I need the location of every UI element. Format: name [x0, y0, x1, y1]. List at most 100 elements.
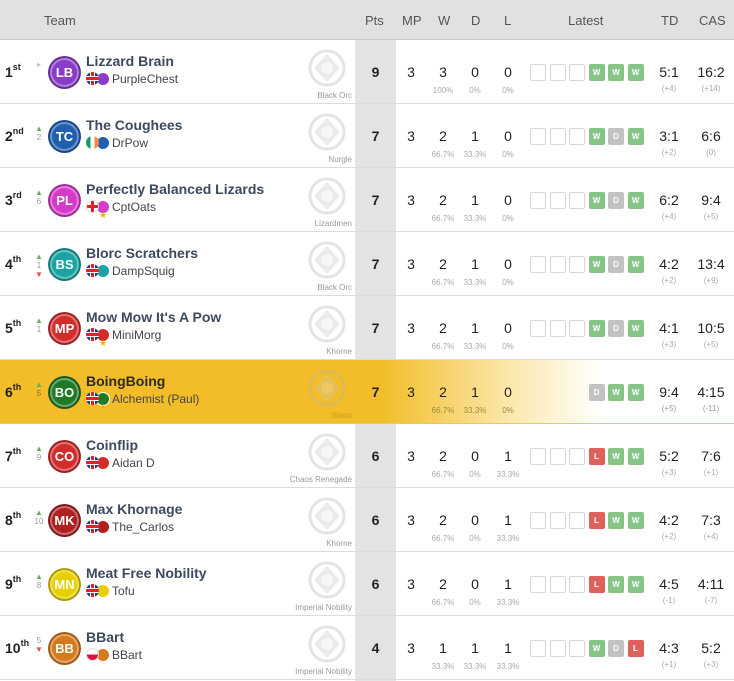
matches-played: 3	[407, 256, 415, 272]
latest-result-box: W	[588, 256, 605, 273]
table-row[interactable]: 8th ▲ 10 MK Max Khornage The_Carlos Khorne 6 3 2 6…	[0, 488, 734, 552]
coach[interactable]: ★ CptOats	[86, 200, 157, 220]
coach-name-link[interactable]: BBart	[112, 648, 143, 662]
latest-result-box: W	[627, 512, 644, 529]
table-row[interactable]: 3rd ▲ 6 PL Perfectly Balanced Lizards ★ CptOat…	[0, 168, 734, 232]
header-pts[interactable]: Pts	[365, 13, 384, 28]
table-row[interactable]: 2nd ▲ 2 TC The Coughees DrPow Nurgle 7 3 2 66.7% 1 3…	[0, 104, 734, 168]
coach[interactable]: DrPow	[86, 136, 148, 152]
team-badge[interactable]: TC	[48, 120, 81, 153]
race-logo-icon	[300, 110, 354, 154]
coach[interactable]: Tofu	[86, 584, 135, 600]
table-row[interactable]: 10th 5 ▼ BB BBart BBart Imperial Nobility 4 3 1 33…	[0, 616, 734, 680]
coach[interactable]: DampSquig	[86, 264, 175, 280]
casualty-diff: (+4)	[703, 532, 719, 541]
wins: 3	[439, 64, 447, 80]
team-badge[interactable]: MK	[48, 504, 81, 537]
race-logo-icon	[300, 302, 354, 346]
header-d[interactable]: D	[471, 13, 481, 28]
latest-result-box	[569, 640, 585, 657]
team-name-link[interactable]: Perfectly Balanced Lizards	[86, 181, 265, 197]
race-label: Black Orc	[317, 91, 352, 100]
wins: 2	[439, 320, 447, 336]
table-row[interactable]: 5th ▲ 1 MP Mow Mow It's A Pow ★ MiniMorg Khorne…	[0, 296, 734, 360]
team-name-link[interactable]: Blorc Scratchers	[86, 245, 199, 261]
coach[interactable]: The_Carlos	[86, 520, 174, 536]
losses: 0	[504, 128, 512, 144]
coach-name-link[interactable]: The_Carlos	[112, 520, 175, 534]
header-mp[interactable]: MP	[402, 13, 422, 28]
team-name-link[interactable]: Max Khornage	[86, 501, 183, 517]
coach[interactable]: PurpleChest	[86, 72, 178, 88]
loss-pct: 33.3%	[496, 662, 520, 671]
win-pct: 66.7%	[431, 342, 455, 351]
table-row[interactable]: 6th ▲ 5 BO BoingBoing ★ Alchemist (Paul) Slann 7…	[0, 360, 734, 424]
coach[interactable]: Aidan D	[86, 456, 155, 472]
table-row[interactable]: 9th ▲ 8 MN Meat Free Nobility Tofu Imperial No…	[0, 552, 734, 616]
table-row[interactable]: 1st ▸ LB Lizzard Brain PurpleChest Black Orc 9…	[0, 40, 734, 104]
coach-name-link[interactable]: PurpleChest	[112, 72, 179, 86]
latest-result-box	[530, 448, 546, 465]
matches-played: 3	[407, 576, 415, 592]
coach[interactable]: BBart	[86, 648, 142, 664]
team-name-link[interactable]: Mow Mow It's A Pow	[86, 309, 222, 325]
team-badge[interactable]: PL	[48, 184, 81, 217]
latest-result-box: D	[588, 384, 605, 401]
coach[interactable]: ★ MiniMorg	[86, 328, 162, 348]
loss-pct: 0%	[502, 150, 514, 159]
team-badge[interactable]: MN	[48, 568, 81, 601]
points: 6	[371, 448, 380, 464]
race-logo-icon	[300, 238, 354, 282]
header-cas[interactable]: CAS	[699, 13, 726, 28]
points: 7	[371, 192, 380, 208]
draws: 0	[471, 64, 479, 80]
latest-result-box	[530, 64, 546, 81]
touchdown-diff: (+1)	[661, 660, 677, 669]
team-badge[interactable]: LB	[48, 56, 81, 89]
header-w[interactable]: W	[438, 13, 451, 28]
team-badge[interactable]: BO	[48, 376, 81, 409]
casualty-diff: (+3)	[703, 660, 719, 669]
header-team[interactable]: Team	[44, 13, 76, 28]
flag-icon	[86, 584, 99, 597]
rank: 7th	[5, 446, 22, 464]
team-badge[interactable]: MP	[48, 312, 81, 345]
latest-result-box	[549, 576, 566, 593]
coach-name-link[interactable]: MiniMorg	[112, 328, 162, 342]
latest-result-box	[569, 384, 585, 401]
team-name-link[interactable]: Coinflip	[86, 437, 139, 453]
flag-icon	[86, 392, 99, 405]
team-name-link[interactable]: Lizzard Brain	[86, 53, 174, 69]
team-name-link[interactable]: The Coughees	[86, 117, 183, 133]
latest-result-box	[569, 448, 585, 465]
loss-pct: 0%	[502, 86, 514, 95]
coach-name-link[interactable]: Aidan D	[112, 456, 155, 470]
casualty-diff: (-7)	[704, 596, 718, 605]
draws: 1	[471, 320, 479, 336]
coach[interactable]: ★ Alchemist (Paul)	[86, 392, 200, 412]
touchdown-diff: (+3)	[661, 340, 677, 349]
coach-name-link[interactable]: DrPow	[112, 136, 149, 150]
latest-result-box	[569, 320, 585, 337]
rank: 9th	[5, 574, 22, 592]
coach-name-link[interactable]: Alchemist (Paul)	[112, 392, 200, 406]
team-badge[interactable]: BS	[48, 248, 81, 281]
header-l[interactable]: L	[504, 13, 512, 28]
race-logo-icon	[300, 558, 354, 602]
coach-name-link[interactable]: Tofu	[112, 584, 135, 598]
coach-name-link[interactable]: CptOats	[112, 200, 157, 214]
casualty-diff: (+5)	[703, 340, 719, 349]
latest-result-box: W	[588, 64, 605, 81]
touchdown-diff: (-1)	[662, 596, 676, 605]
team-badge[interactable]: CO	[48, 440, 81, 473]
latest-result-box: W	[627, 128, 644, 145]
team-name-link[interactable]: BBart	[86, 629, 125, 645]
header-td[interactable]: TD	[661, 13, 679, 28]
table-row[interactable]: 7th ▲ 9 CO Coinflip Aidan D Chaos Renegade 6 3 2 6…	[0, 424, 734, 488]
latest-result-box	[549, 512, 566, 529]
table-row[interactable]: 4th ▲ 1 ▼ BS Blorc Scratchers DampSquig Black O…	[0, 232, 734, 296]
team-name-link[interactable]: BoingBoing	[86, 373, 166, 389]
team-badge[interactable]: BB	[48, 632, 81, 665]
coach-name-link[interactable]: DampSquig	[112, 264, 175, 278]
team-name-link[interactable]: Meat Free Nobility	[86, 565, 207, 581]
